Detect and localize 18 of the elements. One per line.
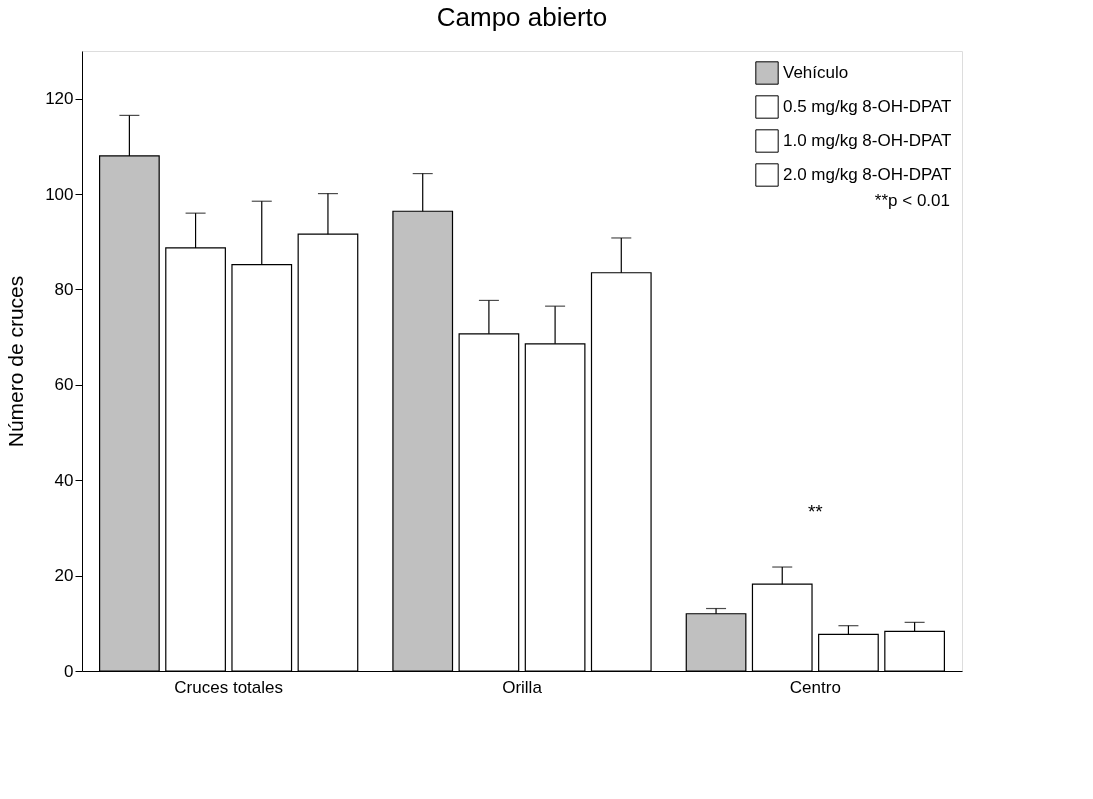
annotation: ** — [807, 501, 824, 523]
y-tick-label: 120 — [45, 89, 74, 109]
y-tick-label: 40 — [54, 470, 74, 490]
legend-label: 2.0 mg/kg 8-OH-DPAT — [783, 165, 952, 184]
y-tick-label: 80 — [54, 279, 74, 299]
legend-label: 1.0 mg/kg 8-OH-DPAT — [783, 131, 952, 150]
y-axis-title: Número de cruces — [4, 275, 28, 448]
chart-title: Campo abierto — [436, 2, 608, 32]
y-tick-label: 20 — [54, 566, 74, 586]
x-tick-label: Orilla — [502, 677, 543, 697]
annotation: **p < 0.01 — [874, 191, 950, 210]
y-tick-label: 0 — [64, 661, 74, 681]
y-tick-label: 100 — [45, 184, 74, 204]
x-tick-label: Centro — [789, 677, 841, 697]
y-tick-label: 60 — [54, 375, 74, 395]
x-tick-label: Cruces totales — [174, 677, 283, 697]
legend-label: 0.5 mg/kg 8-OH-DPAT — [783, 97, 952, 116]
legend-label: Vehículo — [783, 63, 849, 82]
